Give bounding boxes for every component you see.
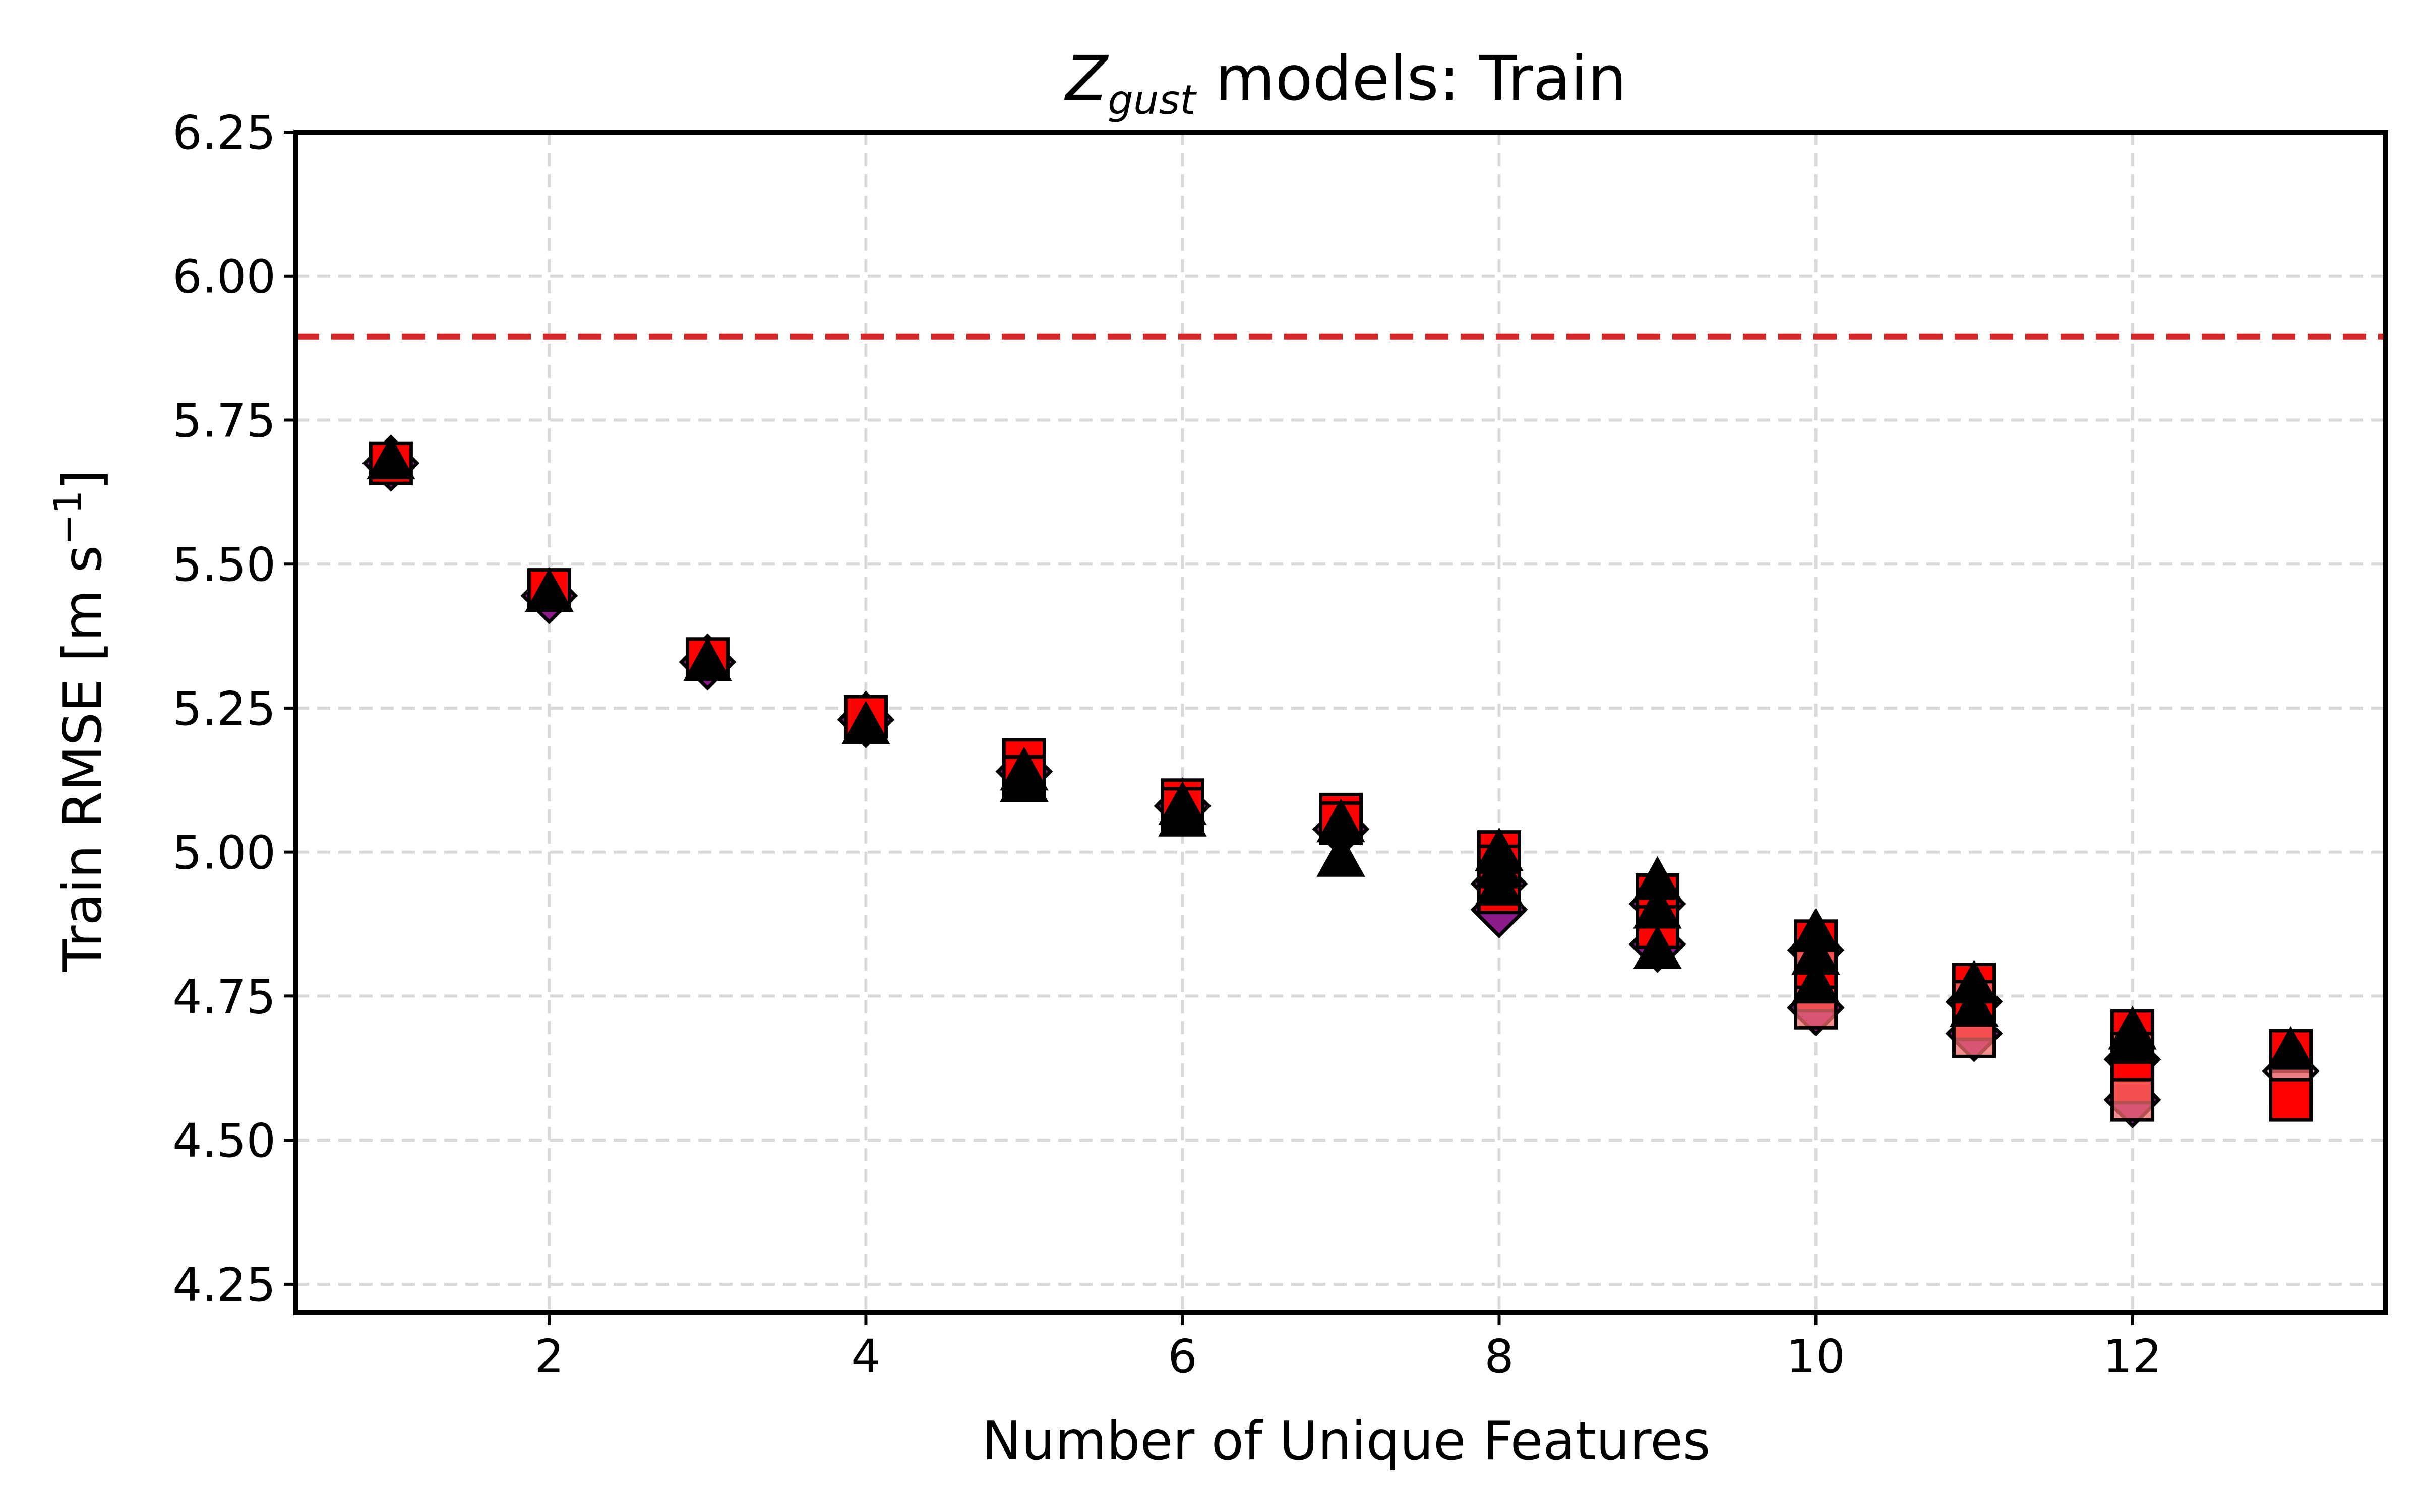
chart-title: Zgust models: Train <box>1064 43 1627 123</box>
y-tick-label: 4.75 <box>172 970 276 1024</box>
y-tick-label: 6.25 <box>172 106 276 160</box>
triangle-marker <box>683 637 732 681</box>
triangle-marker <box>2108 1017 2157 1061</box>
y-tick-label: 5.00 <box>172 826 276 880</box>
triangle-marker <box>367 435 415 480</box>
y-tick-label: 6.00 <box>172 250 276 304</box>
triangle-marker <box>1316 833 1365 877</box>
axis-ticks: 2 4 6 8 10 12 4.25 4.50 4.75 5.00 5.25 5.50 5.75 6.00… <box>172 106 2162 1383</box>
title-subscript: gust <box>1108 77 1197 123</box>
x-tick-label: 6 <box>1168 1330 1197 1383</box>
y-axis-label-main: Train RMSE [m s <box>52 545 113 973</box>
square-marker <box>2269 1078 2313 1122</box>
triangle-marker <box>1950 983 1999 1027</box>
triangle-marker <box>1475 862 1524 906</box>
y-axis-label: Train RMSE [m s−1] <box>46 470 113 973</box>
triangle-marker <box>1791 960 1840 1004</box>
triangle-marker <box>1158 792 1207 837</box>
title-main: Z <box>1064 43 1109 114</box>
triangle-marker <box>2266 1026 2315 1070</box>
data-markers <box>362 434 2320 1129</box>
y-tick-label: 5.25 <box>172 682 276 736</box>
y-tick-label: 4.25 <box>172 1258 276 1312</box>
y-tick-label: 5.75 <box>172 394 276 448</box>
title-rest: models: Train <box>1196 43 1627 114</box>
y-axis-label-end: ] <box>52 470 113 490</box>
x-axis-label: Number of Unique Features <box>982 1410 1711 1472</box>
triangle-marker <box>841 701 890 744</box>
y-tick-label: 5.50 <box>172 538 276 592</box>
x-tick-label: 2 <box>534 1330 564 1383</box>
triangle-marker <box>525 568 574 612</box>
x-tick-label: 12 <box>2103 1330 2162 1383</box>
y-tick-label: 4.50 <box>172 1114 276 1168</box>
square-marker <box>2110 1078 2155 1122</box>
x-tick-label: 10 <box>1786 1330 1845 1383</box>
x-tick-label: 4 <box>851 1330 881 1383</box>
triangle-marker <box>1000 758 1049 802</box>
y-axis-label-superscript: −1 <box>46 490 90 545</box>
x-tick-label: 8 <box>1484 1330 1514 1383</box>
triangle-marker <box>1633 925 1682 969</box>
plot-frame <box>293 130 2388 1315</box>
grid-lines <box>296 131 2386 1313</box>
